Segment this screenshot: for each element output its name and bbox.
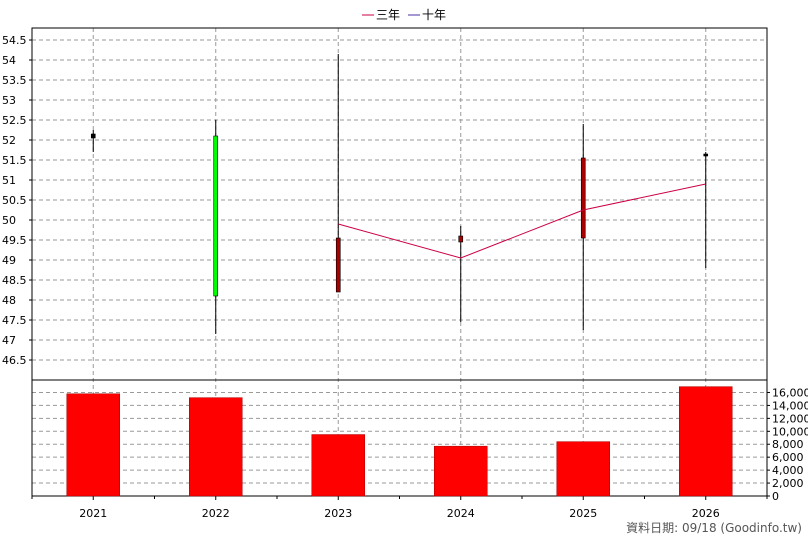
chart-frames [31,27,768,497]
candle-body [580,157,586,239]
price-tick-label: 52 [2,134,16,147]
candlesticks [90,54,709,334]
x-tick-label: 2026 [692,507,720,520]
chart-legend: 三年 十年 [362,8,446,22]
volume-bar [556,441,610,497]
price-tick-label: 51.5 [2,154,27,167]
legend-label: 三年 [376,8,400,22]
candle-body [213,135,219,297]
x-tick-label: 2025 [569,507,597,520]
volume-bar [311,434,365,497]
x-tick-label: 2023 [324,507,352,520]
x-tick-label: 2021 [79,507,107,520]
price-tick-label: 51 [2,174,16,187]
three-year-line [338,183,706,259]
price-tick-label: 50 [2,214,16,227]
price-panel-frame [31,27,768,381]
price-tick-label: 47.5 [2,314,27,327]
volume-panel-frame [31,379,768,497]
volume-tick-label: 10,000 [772,425,808,438]
volume-bar [434,445,488,497]
legend-label: 十年 [422,8,446,22]
price-tick-label: 47 [2,334,16,347]
average-lines [338,183,706,259]
price-tick-label: 53 [2,94,16,107]
volume-tick-label: 6,000 [772,451,804,464]
x-axis: 2021 2022 2023 2024 2025 2026 [31,496,768,520]
price-tick-label: 49 [2,254,16,267]
candle-body [90,133,96,139]
price-tick-label: 49.5 [2,234,27,247]
price-axis: 46.5 47 47.5 48 48.5 49 49.5 50 50.5 51 51.5 52 52.5… [2,34,32,367]
volume-tick-label: 8,000 [772,438,804,451]
price-tick-label: 54 [2,54,16,67]
x-tick-label: 2024 [447,507,475,520]
volume-tick-label: 14,000 [772,399,808,412]
source-label: 資料日期: 09/18 (Goodinfo.tw) [626,521,802,535]
price-tick-label: 48 [2,294,16,307]
price-tick-label: 53.5 [2,74,27,87]
volume-tick-label: 12,000 [772,412,808,425]
volume-tick-label: 16,000 [772,386,808,399]
candle-body [335,237,341,293]
volume-tick-label: 2,000 [772,477,804,490]
volume-bar [189,397,243,497]
candle-body [703,153,709,157]
price-tick-label: 46.5 [2,354,27,367]
candle-body [458,235,464,243]
price-tick-label: 50.5 [2,194,27,207]
volume-bar [66,393,120,497]
volume-bars [66,386,733,497]
price-tick-label: 54.5 [2,34,27,47]
chart-grid [32,28,767,497]
volume-bar [679,386,733,497]
volume-tick-label: 4,000 [772,464,804,477]
price-tick-label: 48.5 [2,274,27,287]
price-tick-label: 52.5 [2,114,27,127]
volume-tick-label: 0 [772,490,779,503]
volume-axis: 02,0004,0006,0008,00010,00012,00014,0001… [767,386,808,503]
x-tick-label: 2022 [202,507,230,520]
